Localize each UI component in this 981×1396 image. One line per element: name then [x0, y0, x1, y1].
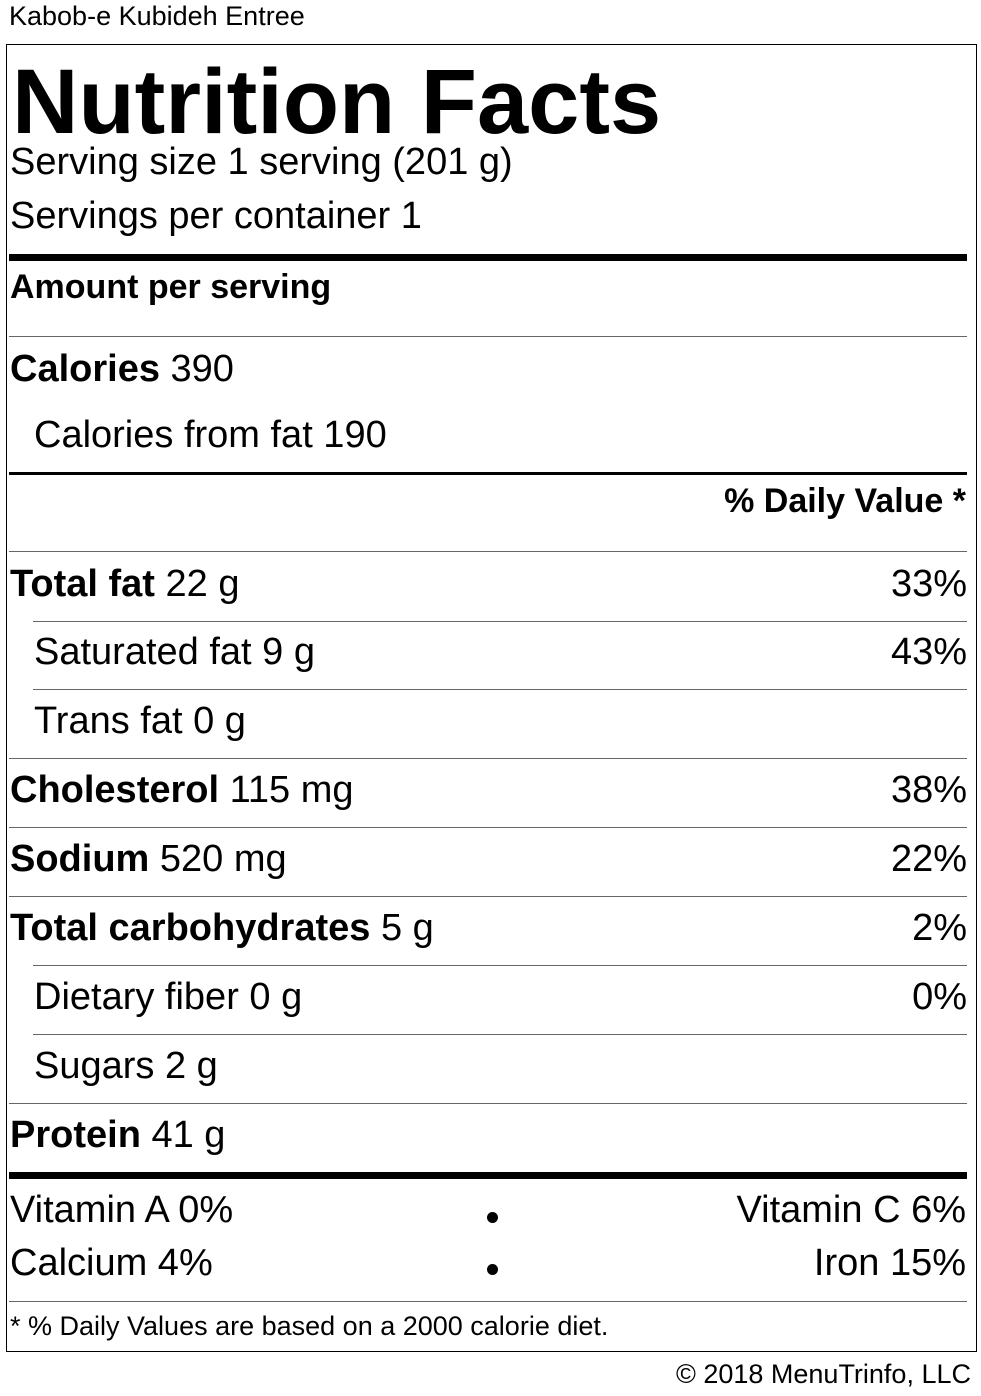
nutrient-dv: 22% — [890, 838, 967, 880]
nutrient-dv: 0% — [912, 976, 967, 1018]
divider — [9, 551, 967, 552]
nutrient-row-saturated-fat: Saturated fat 9 g 43% — [34, 622, 967, 682]
divider — [33, 965, 967, 966]
nutrient-amount: 9 g — [262, 631, 315, 673]
bullet-icon — [487, 1264, 498, 1275]
divider — [9, 896, 967, 897]
nutrient-name: Trans fat — [34, 700, 183, 742]
nutrient-name: Protein — [10, 1114, 141, 1156]
nutrient-dv: 2% — [912, 907, 967, 949]
divider — [9, 1301, 967, 1302]
nutrient-name: Total fat — [10, 563, 155, 605]
item-name: Kabob-e Kubideh Entree — [9, 1, 305, 31]
nutrient-name: Dietary fiber — [34, 976, 239, 1018]
nutrient-amount: 41 g — [151, 1114, 226, 1156]
iron: Iron 15% — [813, 1242, 966, 1284]
calories-from-fat-row: Calories from fat 190 — [34, 405, 967, 465]
nutrient-amount: 2 g — [164, 1045, 218, 1087]
nutrient-amount: 520 mg — [159, 838, 287, 880]
nutrient-row-cholesterol: Cholesterol 115 mg 38% — [10, 760, 967, 820]
divider — [33, 621, 967, 622]
nutrient-row-total-fat: Total fat 22 g 33% — [10, 554, 967, 614]
divider — [9, 1103, 967, 1104]
nutrient-name: Cholesterol — [10, 769, 220, 811]
nutrient-amount: 5 g — [380, 907, 434, 949]
nutrient-row-trans-fat: Trans fat 0 g — [34, 691, 967, 751]
nutrient-dv: 38% — [890, 769, 967, 811]
divider — [33, 689, 967, 690]
divider — [9, 336, 967, 337]
medium-divider — [9, 472, 967, 475]
thick-divider — [9, 254, 967, 261]
bullet-icon — [487, 1212, 498, 1223]
nutrient-row-total-carbohydrates: Total carbohydrates 5 g 2% — [10, 898, 967, 958]
nutrient-row-sodium: Sodium 520 mg 22% — [10, 829, 967, 889]
vitamin-a: Vitamin A 0% — [10, 1189, 234, 1231]
divider — [9, 827, 967, 828]
thick-divider — [9, 1172, 967, 1179]
calories-from-fat: Calories from fat 190 — [34, 414, 387, 456]
copyright: © 2018 MenuTrinfo, LLC — [675, 1359, 971, 1389]
nutrient-row-protein: Protein 41 g — [10, 1105, 967, 1165]
daily-value-header: % Daily Value * — [724, 482, 966, 520]
amount-per-serving: Amount per serving — [10, 268, 332, 306]
nutrient-dv: 33% — [890, 563, 967, 605]
nutrient-amount: 22 g — [165, 563, 240, 605]
calories-label: Calories — [10, 348, 160, 390]
divider — [9, 758, 967, 759]
nutrient-dv: 43% — [890, 631, 967, 673]
footnote: * % Daily Values are based on a 2000 cal… — [10, 1311, 609, 1341]
nutrient-amount: 0 g — [193, 700, 246, 742]
serving-size: Serving size 1 serving (201 g) — [10, 141, 513, 183]
nutrient-name: Total carbohydrates — [10, 907, 371, 949]
servings-per-container: Servings per container 1 — [10, 195, 422, 237]
nutrition-label: Nutrition Facts Serving size 1 serving (… — [6, 44, 977, 1352]
vitamin-c: Vitamin C 6% — [736, 1189, 966, 1231]
calories-row: Calories 390 — [10, 339, 967, 399]
nutrient-name: Saturated fat — [34, 631, 252, 673]
nutrition-facts-heading: Nutrition Facts — [12, 51, 662, 153]
nutrient-amount: 0 g — [249, 976, 303, 1018]
calories-value: 390 — [170, 348, 234, 390]
nutrient-row-sugars: Sugars 2 g — [34, 1036, 967, 1096]
nutrient-amount: 115 mg — [229, 769, 354, 811]
calcium: Calcium 4% — [10, 1242, 213, 1284]
nutrient-row-dietary-fiber: Dietary fiber 0 g 0% — [34, 967, 967, 1027]
nutrient-name: Sugars — [34, 1045, 155, 1087]
nutrient-name: Sodium — [10, 838, 150, 880]
divider — [33, 1034, 967, 1035]
